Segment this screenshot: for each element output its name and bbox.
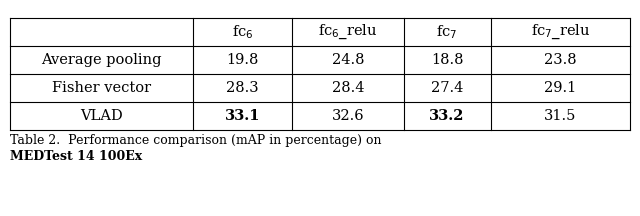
Text: 23.8: 23.8 (544, 53, 577, 67)
Text: 18.8: 18.8 (431, 53, 463, 67)
Text: fc$_6$: fc$_6$ (232, 23, 253, 41)
Text: Average pooling: Average pooling (41, 53, 162, 67)
Text: 28.4: 28.4 (332, 81, 364, 95)
Text: 33.1: 33.1 (225, 109, 260, 123)
Text: 29.1: 29.1 (544, 81, 577, 95)
Text: 24.8: 24.8 (332, 53, 364, 67)
Text: MEDTest 14 100Ex: MEDTest 14 100Ex (10, 150, 142, 163)
Text: 33.2: 33.2 (429, 109, 465, 123)
Text: fc$_7$: fc$_7$ (436, 23, 458, 41)
Text: fc$_7\_$relu: fc$_7\_$relu (531, 23, 590, 41)
Text: 28.3: 28.3 (226, 81, 259, 95)
Text: Table 2.  Performance comparison (mAP in percentage) on: Table 2. Performance comparison (mAP in … (10, 134, 381, 147)
Text: Fisher vector: Fisher vector (52, 81, 151, 95)
Text: VLAD: VLAD (80, 109, 123, 123)
Text: 32.6: 32.6 (332, 109, 364, 123)
Text: 31.5: 31.5 (544, 109, 577, 123)
Text: fc$_6\_$relu: fc$_6\_$relu (318, 23, 378, 41)
Text: 27.4: 27.4 (431, 81, 463, 95)
Text: 19.8: 19.8 (227, 53, 259, 67)
